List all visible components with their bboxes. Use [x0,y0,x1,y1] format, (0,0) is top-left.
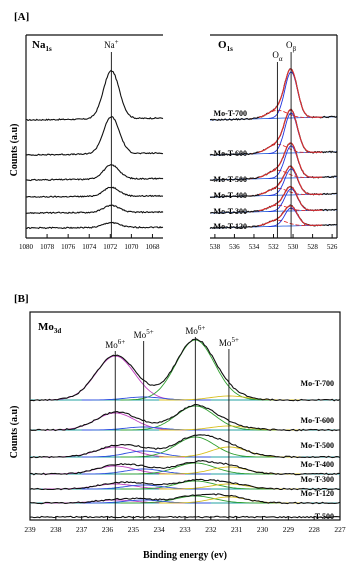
na1s-series-line [25,221,164,230]
mo3d-sample-label: Mo-T-600 [301,416,334,425]
mo3d-plot: Mo-T-700 Mo-T-600 Mo-T-500 Mo-T-400 Mo-T-300… [29,324,341,521]
mo3d-x-tick-label: 231 [231,525,243,534]
mo3d-x-tick-label: 239 [24,525,36,534]
sample-label: Mo-T-120 [214,222,247,231]
sample-label: Mo-T-400 [214,191,247,200]
na1s-series-line [25,115,164,157]
mo3d-reference-label: Mo6+ [105,338,125,350]
mo3d-x-tick-label: 230 [257,525,269,534]
na1s-plot: Na+Mo-T-700Mo-T-600Mo-T-500Mo-T-400Mo-T-… [25,38,247,238]
o1s-envelope-line [268,168,318,196]
o1s-envelope-line [268,188,318,212]
mo3d-title: Mo3d [38,321,61,335]
o1s-x-tick-label: 528 [307,243,318,251]
o1s-x-tick-label: 532 [268,243,279,251]
mo3d-x-tick-label: 232 [205,525,217,534]
na1s-series-line [25,186,164,198]
mo3d-component-line [42,412,185,431]
mo3d-data-line [29,515,341,519]
na1s-x-tick-label: 1072 [103,243,118,251]
na1s-series-line [26,69,164,122]
na1s-series-line [25,163,164,182]
na1s-series-line [25,204,164,215]
na1s-x-tick-label: 1070 [124,243,139,251]
mo3d-x-tick-label: 238 [50,525,62,534]
mo3d-x-tick-label: 235 [128,525,140,534]
na1s-axes: 1080 1078 1076 1074 1072 1070 1068 [19,34,163,251]
o1s-fit-line [258,205,323,227]
mo3d-data-line [29,493,341,505]
mo3d-axes: 239 238 237 236 235 234 233 232 231 230 229 228 227 [24,311,346,534]
mo3d-data-line [29,403,341,432]
mo3d-component-line [159,446,302,458]
o1s-reference-label: Oβ [286,40,297,53]
na1s-reference-label: Na+ [104,38,119,50]
sample-label: Mo-T-300 [214,207,247,216]
mo3d-sample-label: Mo-T-700 [301,379,334,388]
mo3d-sample-label: Mo-T-120 [301,489,334,498]
sample-label: Mo-T-700 [214,109,247,118]
mo3d-component-line [120,405,276,431]
y-axis-label-b: Counts (a.u) [9,406,20,459]
mo3d-component-line [120,462,276,475]
mo3d-data-line [29,338,341,402]
sample-label: Mo-T-600 [214,149,247,158]
mo3d-x-tick-label: 234 [154,525,166,534]
na1s-x-tick-label: 1074 [82,243,97,251]
mo3d-sample-label: Mo-T-500 [301,441,334,450]
na1s-title: Na1s [32,39,52,53]
mo3d-sample-label: Mo-T-400 [301,460,334,469]
mo3d-component-line [120,436,276,458]
o1s-fit-line [258,68,323,118]
o1s-fit-line [258,186,323,212]
mo3d-x-tick-label: 229 [283,525,295,534]
mo3d-sample-label: Mo-T-300 [301,475,334,484]
na1s-x-tick-label: 1080 [19,243,34,251]
o1s-x-tick-label: 534 [249,243,260,251]
mo3d-data-line [29,478,341,491]
o1s-title: O1s [218,39,233,53]
o1s-x-tick-label: 538 [210,243,221,251]
o1s-fit-line [258,165,323,196]
o1s-axes: 538 536 534 532 530 528 526 [210,34,338,251]
mo3d-reference-label: Mo6+ [185,324,205,336]
mo3d-x-tick-label: 233 [179,525,191,534]
o1s-reference-label: Oα [272,50,283,63]
panel-a-label: [A] [14,11,29,23]
x-axis-label-b: Binding energy (ev) [143,550,227,561]
o1s-x-tick-label: 536 [229,243,240,251]
mo3d-x-tick-label: 237 [76,525,88,534]
o1s-fit-line [258,108,323,153]
mo3d-data-line [29,434,341,459]
mo3d-component-line [81,450,211,458]
mo3d-component-line [120,495,276,504]
panel-b-label: [B] [14,293,29,305]
mo3d-x-tick-label: 236 [102,525,114,534]
mo3d-x-tick-label: 228 [309,525,321,534]
na1s-x-tick-label: 1068 [145,243,160,251]
mo3d-x-tick-label: 227 [334,525,346,534]
na1s-x-tick-label: 1078 [40,243,55,251]
o1s-x-tick-label: 530 [288,243,299,251]
mo3d-reference-label: Mo5+ [219,336,239,348]
mo3d-sample-label: T-500 [315,512,334,521]
mo3d-component-line [42,355,185,401]
y-axis-label-a: Counts (a.u) [9,124,20,177]
na1s-x-tick-label: 1076 [61,243,76,251]
mo3d-component-line [120,480,276,490]
o1s-x-tick-label: 526 [327,243,338,251]
o1s-fit-line [258,142,323,178]
mo3d-data-line [29,460,341,476]
mo3d-reference-label: Mo5+ [134,328,154,340]
